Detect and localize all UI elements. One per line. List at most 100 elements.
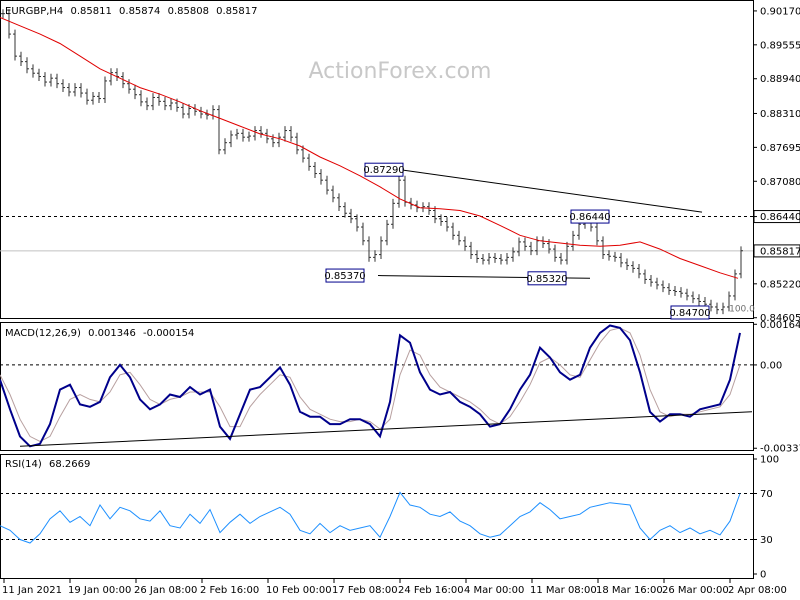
price-bar [277,132,281,148]
price-bar [205,109,209,120]
price-annotation: 0.84700 [669,305,711,320]
price-bar [517,237,521,257]
price-annotation: 100.0 [729,305,755,315]
price-bar [343,202,347,218]
svg-text:0.85370: 0.85370 [324,271,365,282]
price-bar [463,236,467,251]
rsi-label: RSI(14) [5,459,42,470]
price-bar [709,299,713,312]
price-bar [169,98,173,111]
open-value: 0.85811 [70,6,111,17]
price-bar [235,128,239,140]
svg-text:0.87290: 0.87290 [363,165,404,176]
price-bar [469,241,473,260]
price-bar [337,193,341,212]
price-bar [229,130,233,148]
price-bar [49,73,53,87]
price-bar [163,96,167,111]
price-bar [487,252,491,265]
price-bar [1,9,5,19]
time-axis-label: 10 Feb 00:00 [266,585,332,596]
price-axis-label: 0.87695 [760,143,800,154]
price-bar [187,104,191,119]
price-bar [307,153,311,171]
macd-trendline-support[interactable] [19,411,753,447]
price-bar [295,132,299,155]
price-bar [25,57,29,74]
rsi-panel[interactable]: RSI(14) 68.2669 [0,459,753,544]
price-bar [571,230,575,251]
price-bar [481,254,485,265]
price-bar [31,64,35,78]
time-axis-label: 11 Jan 2021 [2,585,62,596]
macd-header: MACD(12,26,9) 0.001346 -0.000154 [5,328,194,339]
price-bar [733,269,737,301]
price-axis-label: 0.90170 [760,6,800,17]
time-axis-label: 2 Apr 08:00 [728,585,787,596]
price-bar [595,222,599,246]
price-bar [601,236,605,260]
price-bar [661,280,665,293]
price-bar [271,134,275,148]
price-bar [679,287,683,298]
price-bar [43,72,47,87]
macd-axis-label: 0.00 [760,360,782,371]
price-bar [19,51,23,67]
symbol-label: EURGBP,H4 [5,6,63,17]
time-axis-label: 19 Jan 00:00 [68,585,131,596]
price-bar [559,252,563,265]
price-bar [451,222,455,240]
price-bar [445,217,449,232]
price-bar [649,274,653,287]
price-bar [259,126,263,138]
price-bar [643,269,647,284]
trendline-upper[interactable] [403,169,703,213]
price-axis-label: 0.88310 [760,109,800,120]
rsi-axis: 100 70 30 0 [753,455,779,581]
price-bar [385,219,389,246]
time-axis-label: 2 Feb 16:00 [200,585,259,596]
price-bar [511,247,515,262]
price-bar [151,93,155,111]
svg-text:0.84700: 0.84700 [669,308,710,319]
price-bar [7,9,11,39]
price-annotation: 0.85320 [526,271,568,286]
price-annotation: 0.85370 [324,268,366,283]
price-header: EURGBP,H4 0.85811 0.85874 0.85808 0.8581… [5,6,257,17]
macd-panel-frame [0,322,754,451]
price-axis-label: 0.86440 [760,212,800,223]
macd-main-line [0,324,741,448]
price-bar [505,252,509,265]
close-value: 0.85817 [216,6,257,17]
price-bar [283,126,287,142]
current-price-marker [753,244,800,258]
price-bar [553,244,557,262]
svg-text:0.85320: 0.85320 [526,274,567,285]
price-bar [721,302,725,315]
price-bar [181,102,185,119]
time-axis-label: 26 Mar 00:00 [662,585,729,596]
price-bar [325,175,329,195]
price-bar [37,68,41,81]
macd-panel[interactable]: MACD(12,26,9) 0.001346 -0.000154 [0,324,753,448]
price-bar [631,261,635,273]
rsi-header: RSI(14) 68.2669 [5,459,90,470]
price-bar [667,283,671,295]
price-bar [439,214,443,226]
price-bar [67,83,71,97]
macd-value: 0.001346 [88,328,136,339]
macd-signal-line [0,327,741,442]
price-axis: 0.90170 0.89555 0.88940 0.88310 0.87695 0.870… [753,6,800,324]
price-bar [127,79,131,94]
price-bar [673,286,677,296]
price-bar [13,29,17,61]
rsi-line [0,491,741,544]
svg-text:100.0: 100.0 [729,305,755,315]
price-bar [691,291,695,304]
price-bar [379,236,383,260]
price-bar [349,208,353,224]
price-panel[interactable]: ActionForex.com 0.87290 0.85370 0.86440 0.8… [0,6,755,320]
price-bar [715,302,719,315]
